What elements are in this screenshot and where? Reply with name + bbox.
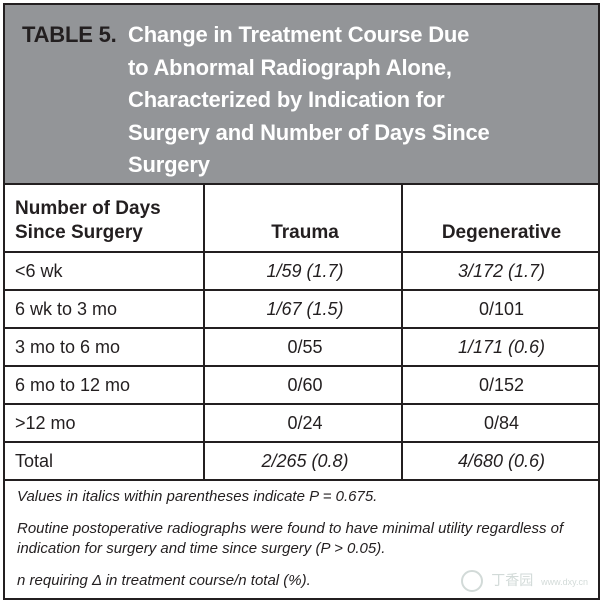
cell-trauma: 1/59 (1.7) (266, 261, 344, 281)
table-row: >12 mo 0/24 0/84 (5, 405, 598, 443)
header-trauma: Trauma (271, 222, 339, 243)
footnote: Routine postoperative radiographs were f… (17, 520, 564, 557)
table-5: TABLE 5. Change in Treatment Course Due … (3, 3, 600, 600)
table-row: 6 mo to 12 mo 0/60 0/152 (5, 367, 598, 405)
table-footnotes: Values in italics within parentheses ind… (17, 487, 587, 603)
cell-trauma: 0/24 (287, 413, 323, 433)
column-divider (203, 185, 205, 481)
cell-trauma: 0/60 (287, 375, 323, 395)
cell-degenerative: 0/101 (478, 299, 525, 319)
cell-degenerative: 3/172 (1.7) (457, 261, 546, 281)
dxy-logo-icon (461, 570, 484, 592)
table-row: Total 2/265 (0.8) 4/680 (0.6) (5, 443, 598, 481)
cell-degenerative: 1/171 (0.6) (457, 337, 546, 357)
cell-trauma: 1/67 (1.5) (266, 299, 344, 319)
cell-days: Total (15, 451, 54, 471)
cell-trauma: 0/55 (287, 337, 323, 357)
watermark-text: 丁香园 (491, 571, 534, 588)
table-title-band: TABLE 5. Change in Treatment Course Due … (5, 5, 598, 185)
header-days-line: Number of Days (15, 198, 161, 219)
footnote: Values in italics within parentheses ind… (17, 488, 378, 505)
column-divider (401, 185, 403, 481)
cell-days: 6 wk to 3 mo (15, 299, 118, 319)
cell-degenerative: 0/152 (478, 375, 525, 395)
header-days-line: Since Surgery (15, 222, 143, 243)
cell-days: <6 wk (15, 261, 63, 281)
table-row: 6 wk to 3 mo 1/67 (1.5) 0/101 (5, 291, 598, 329)
table-row: 3 mo to 6 mo 0/55 1/171 (0.6) (5, 329, 598, 367)
table-label: TABLE 5. (22, 22, 117, 47)
table-row: <6 wk 1/59 (1.7) 3/172 (1.7) (5, 253, 598, 291)
table-header-row: Number of Days Since Surgery Trauma Dege… (5, 185, 598, 253)
table-title: Change in Treatment Course Due to Abnorm… (128, 19, 568, 182)
header-days-since-surgery: Number of Days Since Surgery (15, 197, 161, 245)
table-title-line: Characterized by Indication for (128, 87, 445, 112)
cell-degenerative: 0/84 (483, 413, 520, 433)
cell-degenerative: 4/680 (0.6) (457, 451, 546, 471)
cell-trauma: 2/265 (0.8) (261, 451, 349, 471)
watermark: 丁香园 www.dxy.cn (461, 570, 588, 592)
footnote: n requiring Δ in treatment course/n tota… (17, 572, 311, 589)
table-title-line: Change in Treatment Course Due (128, 22, 470, 47)
table-title-line: Surgery (128, 152, 210, 177)
table-title-line: to Abnormal Radiograph Alone, (128, 54, 452, 80)
watermark-sub: www.dxy.cn (541, 576, 588, 587)
header-degenerative: Degenerative (441, 222, 562, 243)
cell-days: 3 mo to 6 mo (15, 337, 121, 357)
cell-days: 6 mo to 12 mo (15, 375, 131, 395)
table-title-line: Surgery and Number of Days Since (128, 119, 490, 145)
cell-days: >12 mo (15, 413, 76, 433)
